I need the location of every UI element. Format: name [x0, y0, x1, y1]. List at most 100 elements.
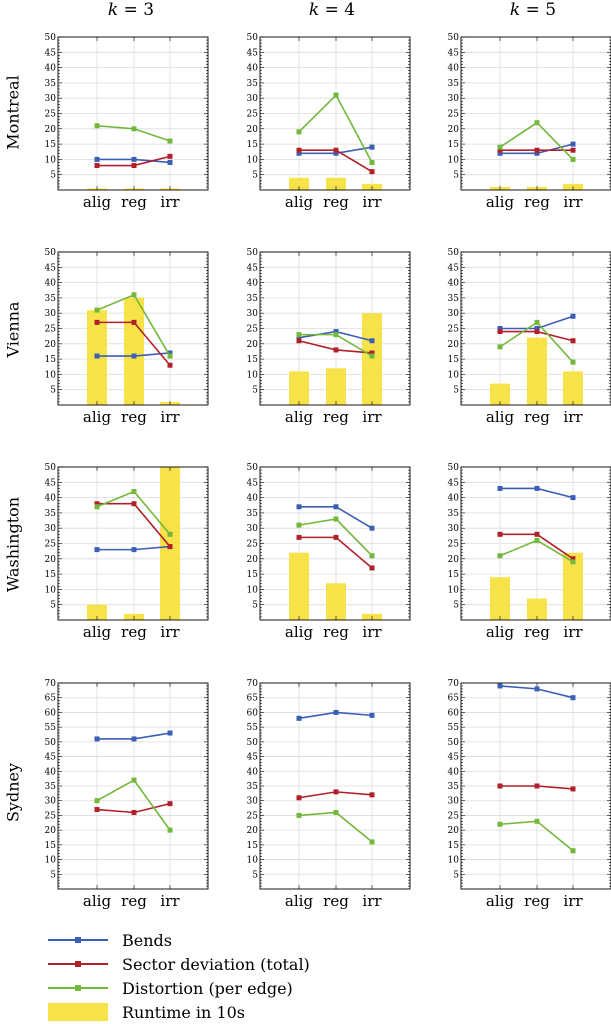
y-tick-label: 40: [448, 279, 460, 289]
series-point-bends: [497, 150, 503, 156]
x-tick-label: alig: [486, 193, 515, 211]
legend-swatch-sector: [48, 961, 108, 967]
y-tick-label: 30: [45, 797, 57, 807]
series-line-distortion: [96, 779, 171, 831]
y-tick-label: 5: [50, 171, 56, 181]
y-tick-label: 10: [448, 585, 460, 595]
runtime-bar: [326, 583, 346, 620]
series-point-distortion: [570, 848, 576, 854]
series-point-sector: [534, 329, 540, 335]
x-tick-label: reg: [524, 193, 550, 211]
chart-panel: 5 10 15 20 25 30 35 40 45 50 alig reg irr: [45, 248, 209, 426]
chart-panel: 5 10 15 20 25 30 35 40 45 50 55 60 65 70 alig reg irr: [45, 679, 209, 910]
y-tick-label: 40: [45, 494, 57, 504]
chart-panel: 5 10 15 20 25 30 35 40 45 50 alig reg irr: [448, 248, 611, 426]
series-point-distortion: [534, 120, 540, 126]
runtime-bar: [289, 371, 309, 405]
series-point-sector: [497, 329, 503, 335]
series-point-sector: [570, 786, 576, 792]
series-point-sector: [333, 347, 339, 353]
y-tick-label: 15: [247, 355, 259, 365]
y-tick-label: 35: [448, 294, 460, 304]
series-point-distortion: [497, 821, 503, 827]
y-tick-label: 25: [45, 811, 57, 821]
legend-swatch-runtime: [48, 1003, 108, 1021]
series-point-sector: [570, 147, 576, 153]
series-point-sector: [534, 783, 540, 789]
chart-panel: 5 10 15 20 25 30 35 40 45 50 alig reg irr: [45, 463, 209, 641]
series-point-bends: [369, 144, 375, 150]
series-point-bends: [94, 547, 100, 553]
runtime-bar: [160, 467, 180, 620]
column-k-symbol: k: [509, 0, 521, 20]
series-point-distortion: [167, 531, 173, 537]
series-point-sector: [94, 501, 100, 507]
x-tick-label: reg: [323, 193, 349, 211]
legend-item-bends: Bends: [48, 928, 310, 952]
series-point-distortion: [131, 292, 137, 298]
series-point-sector: [94, 807, 100, 813]
series-point-distortion: [333, 92, 339, 98]
series-point-bends: [534, 150, 540, 156]
series-point-sector: [94, 319, 100, 325]
series-point-bends: [131, 547, 137, 553]
y-tick-label: 65: [45, 694, 57, 704]
series-point-bends: [369, 712, 375, 718]
y-tick-label: 40: [448, 494, 460, 504]
series-point-distortion: [534, 818, 540, 824]
series-point-distortion: [94, 798, 100, 804]
y-tick-label: 25: [247, 110, 259, 120]
y-tick-label: 10: [448, 155, 460, 165]
y-tick-label: 30: [247, 524, 259, 534]
y-tick-label: 50: [448, 738, 460, 748]
y-tick-label: 35: [247, 79, 259, 89]
series-point-distortion: [296, 812, 302, 818]
y-tick-label: 30: [45, 524, 57, 534]
y-tick-label: 50: [247, 33, 259, 43]
series-point-sector: [333, 789, 339, 795]
series-point-sector: [534, 531, 540, 537]
legend-marker-bends: [75, 937, 81, 943]
y-tick-label: 50: [247, 248, 259, 258]
series-point-bends: [167, 350, 173, 356]
series-point-sector: [333, 147, 339, 153]
x-tick-label: irr: [362, 408, 382, 426]
y-tick-label: 35: [448, 782, 460, 792]
y-tick-label: 70: [45, 679, 57, 689]
series-point-distortion: [369, 839, 375, 845]
y-tick-label: 5: [252, 171, 258, 181]
series-point-sector: [131, 163, 137, 169]
runtime-bar: [362, 313, 382, 405]
y-tick-label: 45: [448, 48, 460, 58]
series-point-bends: [570, 141, 576, 147]
column-k-symbol: k: [308, 0, 320, 20]
series-point-bends: [534, 326, 540, 331]
y-tick-label: 35: [448, 79, 460, 89]
y-tick-label: 20: [247, 826, 259, 836]
x-tick-label: reg: [121, 193, 147, 211]
x-tick-label: irr: [563, 408, 583, 426]
y-tick-label: 15: [45, 570, 57, 580]
chart-panel: 5 10 15 20 25 30 35 40 45 50 alig reg irr: [448, 463, 611, 641]
series-point-bends: [167, 730, 173, 736]
y-tick-label: 20: [247, 340, 259, 350]
series-point-distortion: [570, 156, 576, 162]
column-header-k4: k = 4: [308, 0, 356, 20]
series-point-distortion: [534, 537, 540, 543]
series-point-bends: [296, 504, 302, 510]
series-point-bends: [94, 353, 100, 359]
x-tick-label: alig: [285, 408, 314, 426]
y-tick-label: 30: [247, 94, 259, 104]
series-point-sector: [497, 531, 503, 537]
chart-panel: 5 10 15 20 25 30 35 40 45 50 alig reg irr: [448, 33, 611, 211]
y-tick-label: 70: [247, 679, 259, 689]
y-tick-label: 15: [247, 140, 259, 150]
column-header-k5: k = 5: [509, 0, 557, 20]
series-point-sector: [296, 795, 302, 801]
y-tick-label: 40: [247, 64, 259, 74]
legend-swatch-bends: [48, 937, 108, 943]
series-point-bends: [369, 338, 375, 344]
series-point-bends: [497, 326, 503, 331]
column-header-k3: k = 3: [107, 0, 155, 20]
series-point-distortion: [296, 129, 302, 135]
